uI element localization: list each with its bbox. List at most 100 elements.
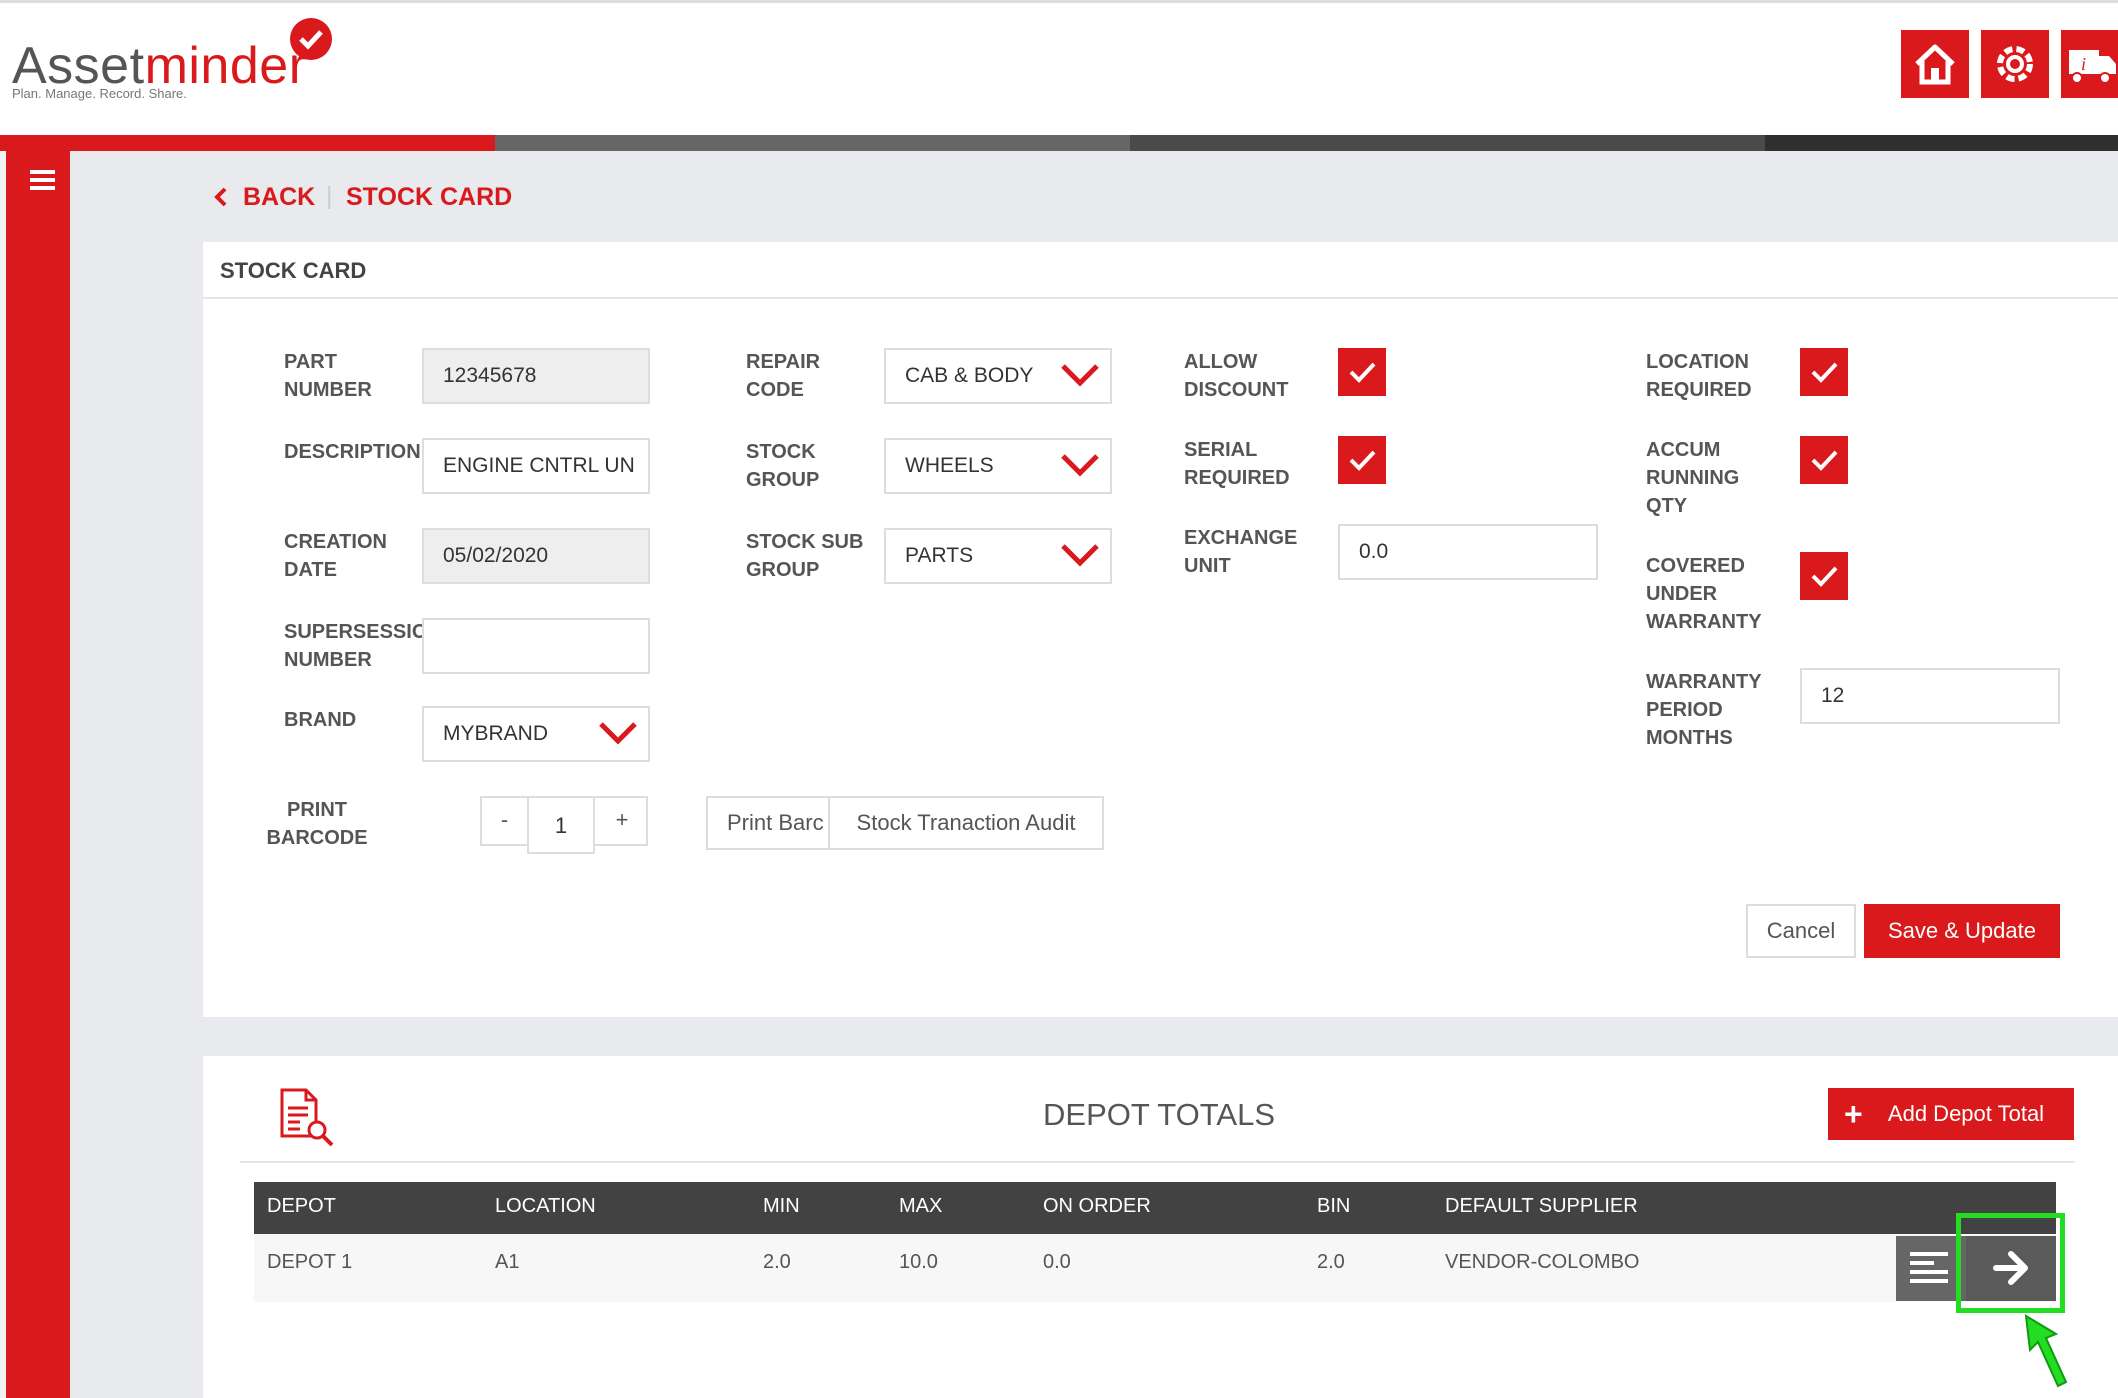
column-header-max[interactable]: MAX (899, 1195, 943, 1217)
check-icon (1349, 362, 1376, 383)
highlight-box (1956, 1213, 2065, 1313)
chevron-down-icon (1061, 544, 1099, 567)
increment-button[interactable]: + (615, 807, 629, 832)
supersession-number-field[interactable] (422, 618, 650, 674)
warranty-period-label: WARRANTY PERIOD MONTHS (1646, 671, 1762, 749)
check-icon (1811, 566, 1838, 587)
location-required-checkbox[interactable] (1800, 348, 1848, 396)
creation-date-field[interactable]: 05/02/2020 (422, 528, 650, 584)
settings-icon (1997, 46, 2033, 82)
exchange-unit-field[interactable]: 0.0 (1338, 524, 1598, 580)
decrement-button[interactable]: - (500, 807, 509, 832)
covered-under-warranty-label: COVERED UNDER WARRANTY (1646, 555, 1762, 633)
divider (240, 1161, 2075, 1163)
column-header-bin[interactable]: BIN (1317, 1195, 1351, 1217)
check-icon (1811, 450, 1838, 471)
stock-group-value: WHEELS (905, 454, 994, 477)
cell-depot: DEPOT 1 (267, 1251, 353, 1273)
app-logo[interactable]: Assetminder (12, 37, 307, 95)
header-stripe (0, 135, 495, 151)
repair-code-value: CAB & BODY (905, 364, 1034, 387)
repair-code-label: REPAIR CODE (746, 351, 821, 401)
accum-running-qty-label: ACCUM RUNNING QTY (1646, 439, 1740, 517)
check-icon (1349, 450, 1376, 471)
column-header-default-supplier[interactable]: DEFAULT SUPPLIER (1445, 1195, 1638, 1217)
open-depot-button[interactable] (1966, 1236, 2056, 1301)
table-header (254, 1182, 2056, 1234)
list-icon (1910, 1252, 1948, 1283)
logo-tagline: Plan. Manage. Record. Share. (12, 86, 187, 101)
accum-running-qty-checkbox[interactable] (1800, 436, 1848, 484)
cell-on-order: 0.0 (1043, 1251, 1071, 1273)
add-depot-total-button[interactable]: + Add Depot Total (1828, 1088, 2074, 1140)
warranty-period-field[interactable]: 12 (1800, 668, 2060, 724)
menu-icon[interactable] (20, 168, 56, 198)
column-header-min[interactable]: MIN (763, 1195, 800, 1217)
covered-under-warranty-checkbox[interactable] (1800, 552, 1848, 600)
serial-required-checkbox[interactable] (1338, 436, 1386, 484)
details-button[interactable] (1896, 1236, 1962, 1301)
allow-discount-label: ALLOW DISCOUNT (1184, 351, 1289, 401)
panel-title: STOCK CARD (220, 258, 367, 283)
fleet-info-button[interactable]: i (2058, 27, 2118, 101)
brand-select[interactable]: MYBRAND (422, 706, 650, 762)
stock-sub-group-value: PARTS (905, 544, 974, 567)
breadcrumb-separator: | (326, 182, 333, 210)
part-number-field[interactable]: 12345678 (422, 348, 650, 404)
cell-location: A1 (495, 1251, 520, 1273)
cell-default-supplier: VENDOR-COLOMBO (1445, 1251, 1640, 1273)
home-button[interactable] (1898, 27, 1972, 101)
creation-date-label: CREATION DATE (284, 531, 387, 581)
cell-bin: 2.0 (1317, 1251, 1345, 1273)
plus-icon: + (1844, 1096, 1863, 1132)
cancel-button[interactable]: Cancel (1746, 904, 1856, 958)
stock-sub-group-select[interactable]: PARTS (884, 528, 1112, 584)
cell-max: 10.0 (899, 1251, 938, 1273)
column-header-depot[interactable]: DEPOT (267, 1195, 336, 1217)
brand-value: MYBRAND (443, 722, 549, 745)
stock-group-label: STOCK GROUP (746, 441, 820, 491)
location-required-label: LOCATION REQUIRED (1646, 351, 1752, 401)
description-field[interactable]: ENGINE CNTRL UN (422, 438, 650, 494)
check-icon (1811, 362, 1838, 383)
header-stripe (495, 135, 1130, 151)
header-stripe (1130, 135, 1765, 151)
logo-check-icon (290, 18, 332, 60)
cell-min: 2.0 (763, 1251, 791, 1273)
supersession-number-label: SUPERSESSIO NUMBER (284, 621, 422, 671)
chevron-down-icon (1061, 454, 1099, 477)
back-link[interactable]: BACK (243, 183, 316, 211)
sidebar (6, 151, 70, 1398)
barcode-qty-input[interactable]: 1 (527, 796, 595, 854)
home-icon (1915, 44, 1955, 85)
top-header (0, 0, 2118, 135)
svg-text:i: i (2081, 54, 2086, 74)
arrow-right-icon (1993, 1251, 2028, 1285)
truck-info-icon: i (2069, 50, 2116, 84)
depot-totals-title: DEPOT TOTALS (1043, 1097, 1276, 1132)
part-number-label: PART NUMBER (284, 351, 372, 401)
column-header-location[interactable]: LOCATION (495, 1195, 596, 1217)
serial-required-label: SERIAL REQUIRED (1184, 439, 1290, 489)
repair-code-select[interactable]: CAB & BODY (884, 348, 1112, 404)
divider (203, 297, 2118, 299)
description-label: DESCRIPTION (284, 441, 421, 463)
chevron-down-icon (599, 722, 637, 745)
chevron-left-icon (214, 187, 227, 207)
stock-sub-group-label: STOCK SUB GROUP (746, 531, 864, 581)
brand-label: BRAND (284, 709, 357, 731)
pointer-arrow-icon (2024, 1314, 2068, 1388)
table-row[interactable] (254, 1234, 2056, 1302)
settings-button[interactable] (1978, 27, 2052, 101)
add-depot-total-label: Add Depot Total (1887, 1101, 2045, 1126)
header-stripe (1765, 135, 2118, 151)
print-barcode-label: PRINT BARCODE (266, 799, 368, 849)
exchange-unit-label: EXCHANGE UNIT (1184, 527, 1298, 577)
save-update-button[interactable]: Save & Update (1864, 904, 2060, 958)
print-barcode-button[interactable]: Print Barc (706, 796, 834, 850)
column-header-on-order[interactable]: ON ORDER (1043, 1195, 1151, 1217)
stock-group-select[interactable]: WHEELS (884, 438, 1112, 494)
allow-discount-checkbox[interactable] (1338, 348, 1386, 396)
stock-audit-button[interactable]: Stock Tranaction Audit (828, 796, 1104, 850)
chevron-down-icon (1061, 364, 1099, 387)
